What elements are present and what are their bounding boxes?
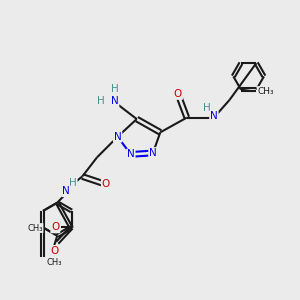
Text: N: N [111, 96, 119, 106]
Text: O: O [51, 222, 59, 233]
Text: N: N [210, 111, 218, 121]
Text: H: H [69, 178, 77, 188]
Text: N: N [127, 149, 135, 159]
Text: H: H [203, 103, 211, 113]
Text: CH₃: CH₃ [28, 224, 43, 232]
Text: O: O [174, 89, 182, 99]
Text: O: O [102, 179, 110, 189]
Text: N: N [149, 148, 157, 158]
Text: H: H [111, 84, 119, 94]
Text: N: N [114, 132, 122, 142]
Text: CH₃: CH₃ [46, 258, 62, 267]
Text: O: O [50, 246, 58, 256]
Text: N: N [62, 186, 70, 196]
Text: H: H [97, 96, 105, 106]
Text: CH₃: CH₃ [257, 87, 274, 96]
